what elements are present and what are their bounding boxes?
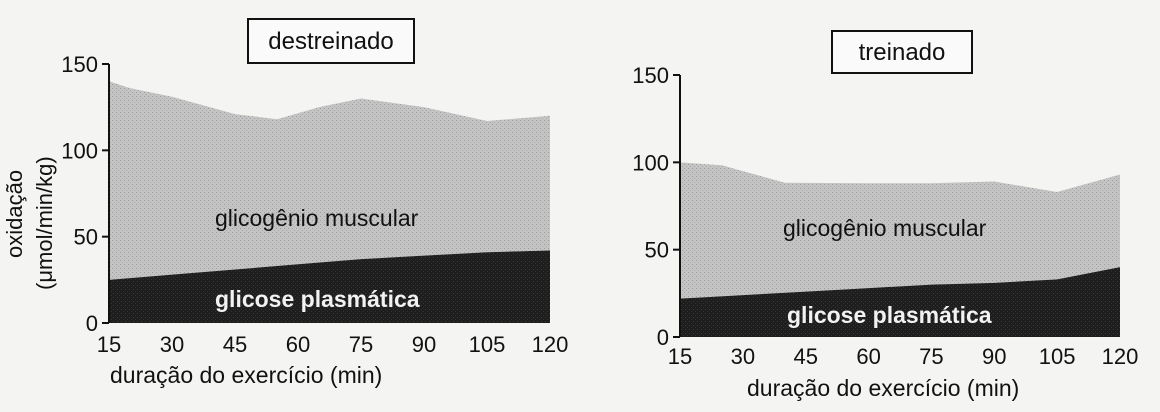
x-ticks: 15 30 45 60 75 90 105 120 [97,332,569,357]
x-tick-label: 15 [97,332,121,357]
x-tick-label: 15 [668,344,692,369]
x-tick-label: 30 [731,344,755,369]
y-tick-label: 150 [632,63,669,88]
x-tick-label: 90 [982,344,1006,369]
series-label-glicose: glicose plasmática [215,286,420,312]
series-label-glicogenio: glicogênio muscular [783,215,987,241]
x-tick-label: 45 [793,344,817,369]
x-tick-label: 75 [919,344,943,369]
chart-title: treinado [859,39,946,66]
series-label-glicose: glicose plasmática [787,302,992,328]
x-tick-label: 60 [856,344,880,369]
x-tick-label: 60 [286,332,310,357]
x-tick-label: 45 [223,332,247,357]
y-axis-unit: (μmol/min/kg) [32,156,57,290]
x-tick-label: 120 [1102,344,1139,369]
x-tick-label: 75 [349,332,373,357]
chart-title: destreinado [268,28,393,55]
x-ticks: 15 30 45 60 75 90 105 120 [668,344,1139,369]
y-tick-label: 100 [632,150,669,175]
series-label-glicogenio: glicogênio muscular [215,205,419,231]
x-tick-label: 30 [160,332,184,357]
y-tick-label: 50 [74,225,98,250]
area-glicogenio-muscular [109,81,550,280]
x-tick-label: 105 [1039,344,1076,369]
x-tick-label: 90 [412,332,436,357]
x-tick-label: 105 [469,332,506,357]
y-axis-label: oxidação [2,170,27,258]
x-axis-label: duração do exercício (min) [110,362,382,388]
x-tick-label: 120 [532,332,569,357]
y-tick-label: 150 [61,52,98,77]
y-tick-label: 100 [61,138,98,163]
x-axis-label: duração do exercício (min) [747,375,1019,401]
y-tick-label: 50 [645,238,669,263]
